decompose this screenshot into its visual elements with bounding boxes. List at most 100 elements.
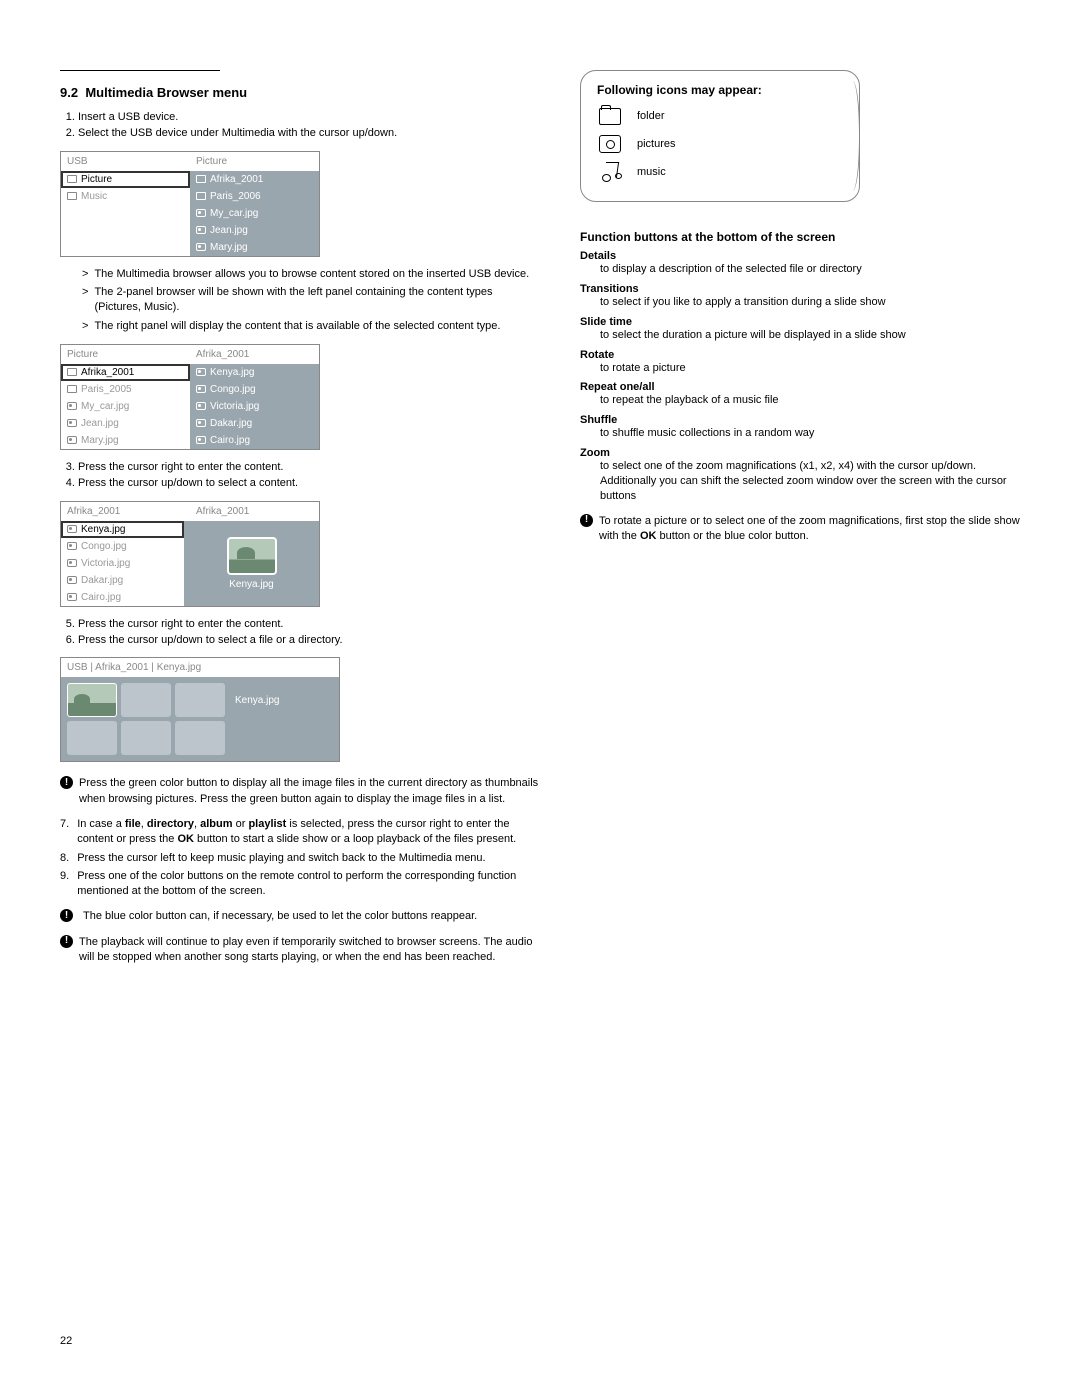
step: Press the cursor up/down to select a con… [78, 476, 540, 490]
row-label: Music [81, 191, 107, 202]
filmstrip-panel: USB | Afrika_2001 | Kenya.jpg Kenya.jpg [60, 657, 340, 762]
step: 9.Press one of the color buttons on the … [60, 869, 540, 899]
panel-header: Afrika_2001 [61, 502, 190, 521]
right-column: Following icons may appear: folder pictu… [580, 70, 1030, 975]
panel-header: Picture [190, 152, 319, 171]
row-label: Jean.jpg [81, 418, 119, 429]
row-label: Paris_2005 [81, 384, 132, 395]
panel-row: Kenya.jpg [190, 364, 319, 381]
picture-icon [196, 402, 206, 410]
row-label: Afrika_2001 [210, 174, 263, 185]
step-number: 8. [60, 851, 69, 866]
row-label: Jean.jpg [210, 225, 248, 236]
term-description: to rotate a picture [600, 361, 1030, 376]
folder-icon [597, 105, 623, 127]
panel-row: Cairo.jpg [61, 589, 184, 606]
panel-row: Victoria.jpg [61, 555, 184, 572]
steps-2: Press the cursor right to enter the cont… [60, 460, 540, 491]
row-label: Congo.jpg [81, 541, 127, 552]
section-heading: 9.2 Multimedia Browser menu [60, 85, 540, 100]
strip-thumb [67, 721, 117, 755]
note-text: Press the green color button to display … [79, 776, 540, 807]
term-title: Transitions [580, 283, 1030, 295]
info-icon: ! [60, 776, 73, 789]
picture-icon [196, 436, 206, 444]
thumbnail-image [227, 537, 277, 575]
row-label: My_car.jpg [81, 401, 129, 412]
picture-icon [196, 226, 206, 234]
picture-icon [67, 542, 77, 550]
row-label: Cairo.jpg [81, 592, 121, 603]
function-buttons-heading: Function buttons at the bottom of the sc… [580, 230, 1030, 244]
picture-icon [196, 368, 206, 376]
breadcrumb: USB | Afrika_2001 | Kenya.jpg [61, 658, 339, 677]
bullet: The right panel will display the content… [94, 319, 500, 334]
bullet: The 2-panel browser will be shown with t… [94, 285, 540, 315]
term-description: to select if you like to apply a transit… [600, 295, 1030, 310]
term-title: Repeat one/all [580, 381, 1030, 393]
folder-icon [67, 385, 77, 393]
heading-text: Multimedia Browser menu [85, 85, 247, 100]
icon-label: music [637, 166, 666, 178]
panel-row: Music [61, 188, 190, 205]
strip-thumb [175, 683, 225, 717]
info-icon: ! [60, 935, 73, 948]
row-label: Mary.jpg [81, 435, 119, 446]
strip-thumb [175, 721, 225, 755]
picture-icon [67, 576, 77, 584]
picture-icon [196, 209, 206, 217]
panel-row: Mary.jpg [190, 239, 319, 256]
panel-row: Dakar.jpg [190, 415, 319, 432]
browser-panel-3: Afrika_2001 Afrika_2001 Kenya.jpgCongo.j… [60, 501, 320, 607]
note-text: The playback will continue to play even … [79, 935, 540, 966]
panel-row: Congo.jpg [61, 538, 184, 555]
picture-icon [67, 593, 77, 601]
panel-row: Afrika_2001 [190, 171, 319, 188]
term-description: to repeat the playback of a music file [600, 393, 1030, 408]
music-icon [597, 161, 623, 183]
picture-icon [196, 243, 206, 251]
term-description: to select one of the zoom magnifications… [600, 459, 1030, 504]
term-description: to select the duration a picture will be… [600, 328, 1030, 343]
term-description: to display a description of the selected… [600, 262, 1030, 277]
panel-row: Cairo.jpg [190, 432, 319, 449]
folder-icon [196, 175, 206, 183]
panel-row: Picture [61, 171, 190, 188]
term-title: Details [580, 250, 1030, 262]
bullet-list-1: >The Multimedia browser allows you to br… [82, 267, 540, 334]
browser-panel-2: Picture Afrika_2001 Afrika_2001Paris_200… [60, 344, 320, 450]
row-label: Victoria.jpg [210, 401, 259, 412]
step: Press the cursor right to enter the cont… [78, 617, 540, 631]
row-label: Paris_2006 [210, 191, 261, 202]
picture-icon [67, 402, 77, 410]
note-3: ! The playback will continue to play eve… [60, 935, 540, 966]
step: 7. In case a file, directory, album or pl… [60, 817, 540, 847]
strip-thumb [67, 683, 117, 717]
right-note: ! To rotate a picture or to select one o… [580, 514, 1030, 545]
picture-icon [196, 419, 206, 427]
thumbnail-label: Kenya.jpg [229, 579, 273, 590]
terms-list: Detailsto display a description of the s… [580, 250, 1030, 504]
panel-row: Paris_2006 [190, 188, 319, 205]
term-description: to shuffle music collections in a random… [600, 426, 1030, 441]
strip-thumb [121, 721, 171, 755]
panel-row: Jean.jpg [61, 415, 190, 432]
step: Press the cursor right to enter the cont… [78, 460, 540, 474]
picture-icon [67, 559, 77, 567]
step: Press the cursor up/down to select a fil… [78, 633, 540, 647]
steps-1: Insert a USB device. Select the USB devi… [60, 110, 540, 141]
note-1: ! Press the green color button to displa… [60, 776, 540, 807]
step-number: 7. [60, 817, 69, 847]
picture-icon [196, 385, 206, 393]
picture-icon [67, 419, 77, 427]
panel-row: My_car.jpg [61, 398, 190, 415]
note-text: To rotate a picture or to select one of … [599, 514, 1030, 545]
left-column: 9.2 Multimedia Browser menu Insert a USB… [60, 70, 540, 975]
strip-label: Kenya.jpg [235, 695, 279, 706]
icon-label: pictures [637, 138, 676, 150]
step-text: In case a file, directory, album or play… [77, 817, 540, 847]
icon-label: folder [637, 110, 665, 122]
row-label: My_car.jpg [210, 208, 258, 219]
row-label: Cairo.jpg [210, 435, 250, 446]
callout-title: Following icons may appear: [597, 83, 831, 97]
